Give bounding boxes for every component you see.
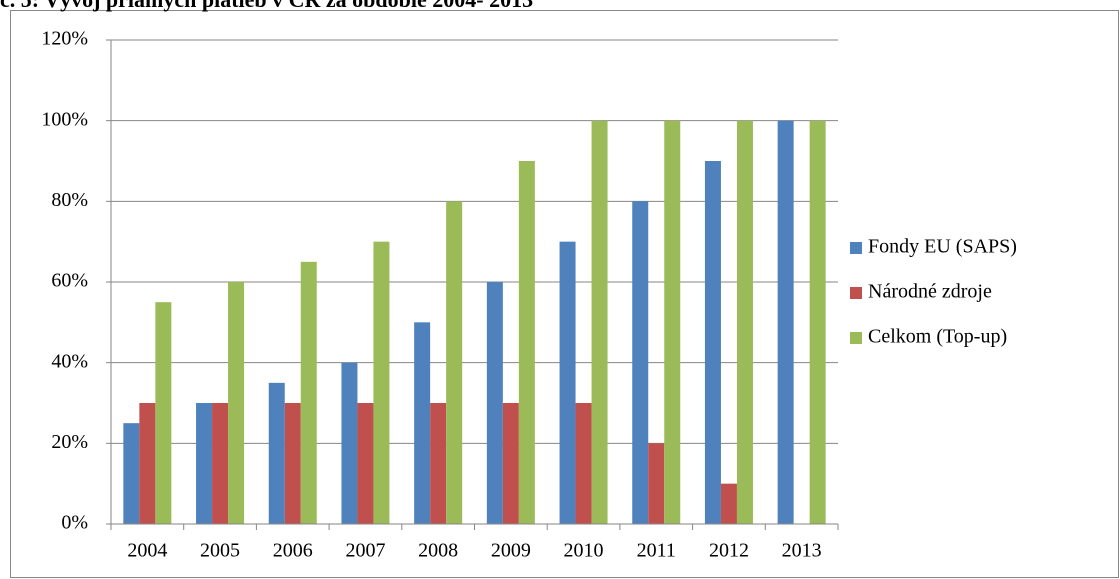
bar	[300, 261, 317, 524]
bar	[268, 382, 285, 524]
x-tick-label: 2011	[637, 540, 676, 562]
bar	[123, 423, 140, 524]
bar	[502, 403, 519, 524]
bar	[591, 120, 608, 525]
bar	[632, 201, 649, 525]
legend-label: Národné zdroje	[868, 281, 992, 303]
bar	[284, 403, 301, 524]
y-tick-label: 80%	[51, 189, 88, 211]
bar	[155, 302, 172, 524]
x-tick-label: 2012	[709, 540, 749, 562]
bar	[139, 403, 156, 524]
legend-label: Celkom (Top-up)	[868, 326, 1007, 348]
x-tick-label: 2013	[782, 540, 822, 562]
x-tick-label: 2005	[200, 540, 240, 562]
bar	[212, 403, 229, 524]
bar	[446, 201, 463, 525]
bar	[720, 483, 737, 524]
bar	[518, 161, 535, 524]
bar	[196, 403, 213, 524]
x-tick-label: 2010	[564, 540, 604, 562]
y-tick-label: 120%	[41, 28, 88, 50]
bar	[736, 120, 753, 525]
x-tick-label: 2006	[273, 540, 313, 562]
chart-title: č. 5: Vývoj priamych platieb v ČR za obd…	[0, 0, 533, 12]
bar	[341, 362, 358, 524]
legend-swatch	[850, 242, 862, 254]
bar	[486, 282, 503, 524]
bar	[228, 282, 245, 524]
bar	[414, 322, 431, 524]
x-tick-label: 2009	[491, 540, 531, 562]
x-tick-label: 2008	[418, 540, 458, 562]
bar	[809, 120, 826, 525]
y-tick-label: 40%	[51, 350, 88, 372]
x-tick-label: 2004	[127, 540, 167, 562]
legend-swatch	[850, 332, 862, 344]
bar	[559, 241, 576, 524]
y-tick-label: 0%	[61, 512, 88, 534]
bar	[373, 241, 390, 524]
bar	[704, 161, 721, 524]
bar	[575, 403, 592, 524]
bar	[664, 120, 681, 525]
bar	[357, 403, 374, 524]
bar	[777, 120, 794, 525]
bar	[648, 443, 665, 524]
legend-label: Fondy EU (SAPS)	[868, 236, 1017, 258]
x-tick-label: 2007	[345, 540, 385, 562]
y-tick-label: 60%	[51, 270, 88, 292]
y-tick-label: 100%	[41, 108, 88, 130]
y-tick-label: 20%	[51, 431, 88, 453]
bar	[430, 403, 447, 524]
legend-swatch	[850, 287, 862, 299]
